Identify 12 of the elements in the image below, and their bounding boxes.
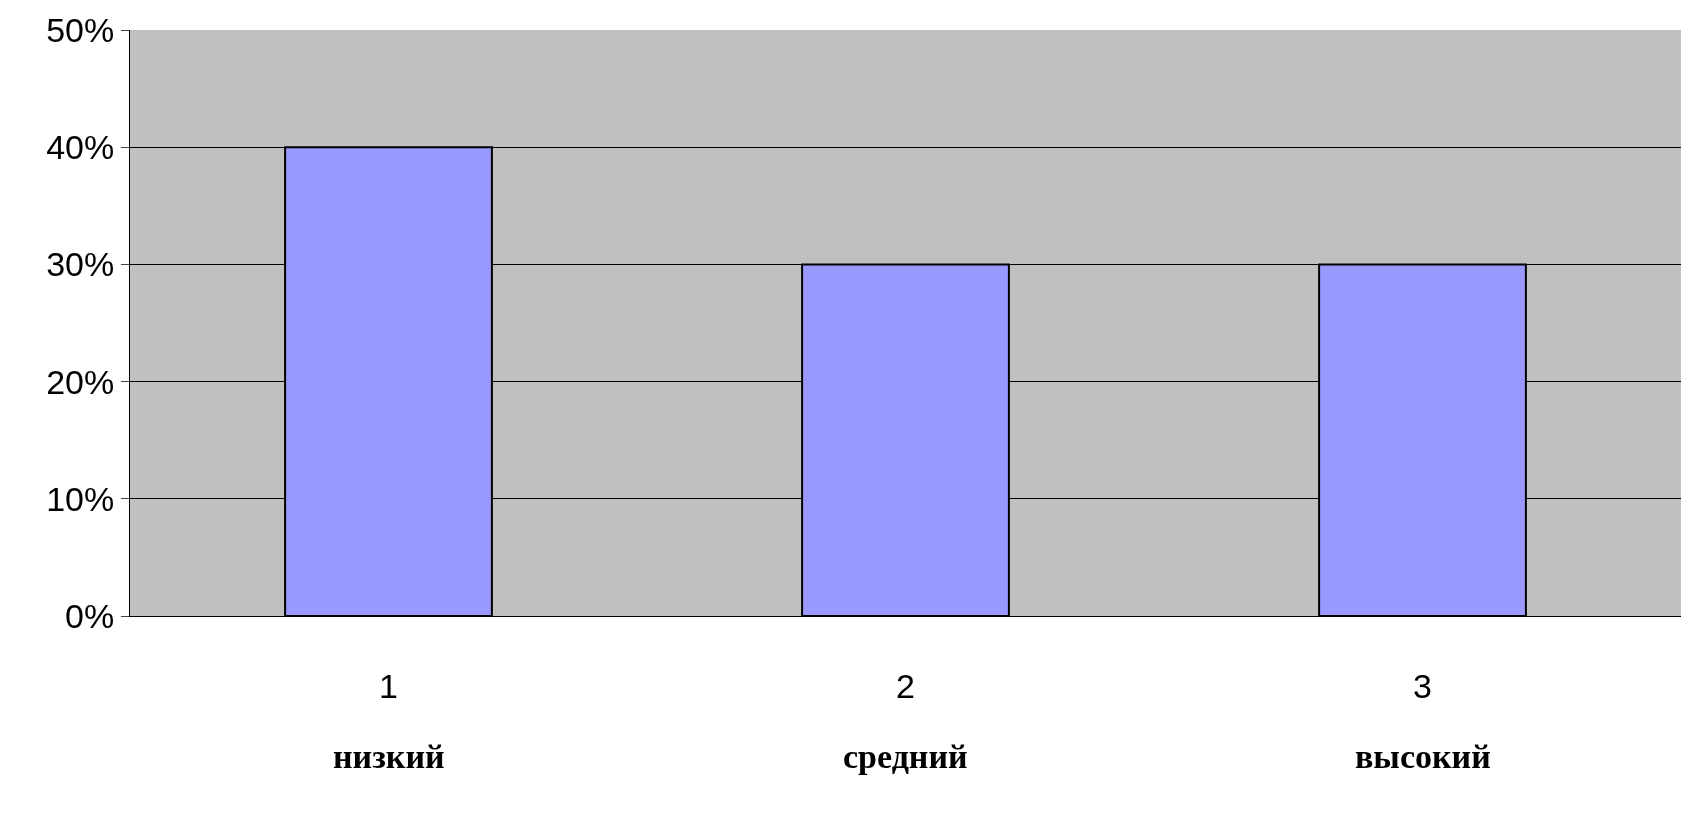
text: высокий <box>1355 738 1491 775</box>
x-tick-label: 2 <box>896 666 915 705</box>
y-tick-label: 30% <box>46 245 115 284</box>
y-tick-label: 10% <box>46 479 115 518</box>
x-tick-label: 3 <box>1413 666 1432 705</box>
y-tick-label: 20% <box>46 362 115 401</box>
text: средний <box>843 738 968 775</box>
x-tick-label: 1 <box>379 666 398 705</box>
y-tick-label: 40% <box>46 128 115 167</box>
y-tick-label: 50% <box>46 10 115 49</box>
y-tick-label: 0% <box>65 596 115 635</box>
text: низкий <box>333 738 445 775</box>
